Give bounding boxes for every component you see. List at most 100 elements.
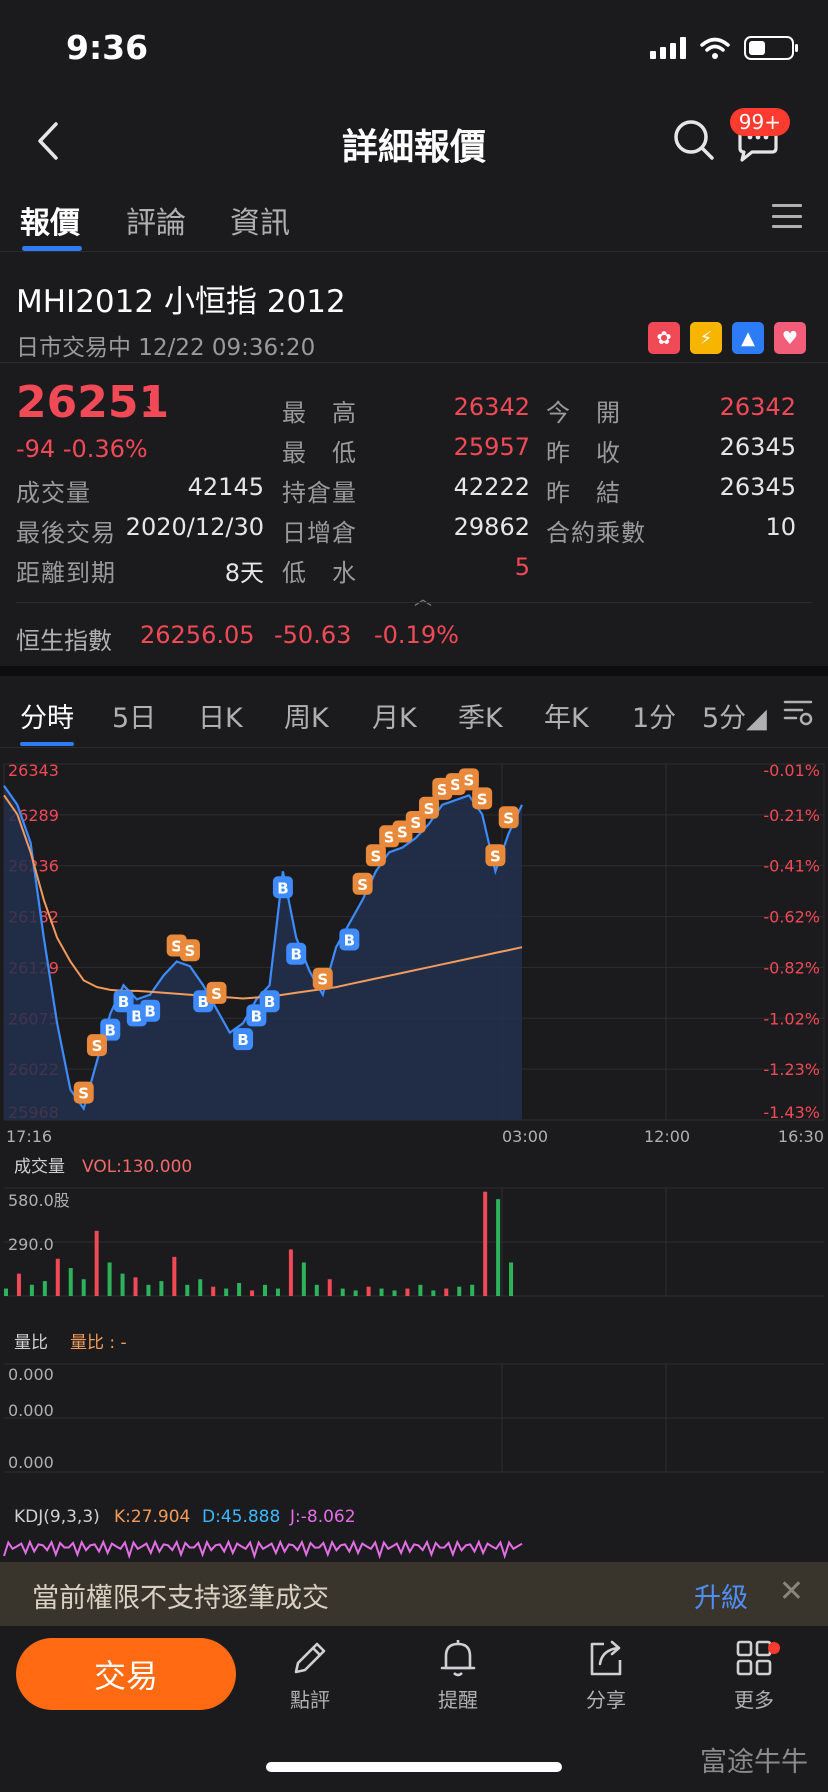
y-tick-right: -0.21% [763, 806, 820, 825]
sell-marker-text: S [357, 876, 368, 894]
notification-dot [768, 1642, 780, 1654]
heart-icon[interactable]: ♥ [774, 322, 806, 354]
chart-tab-weekly[interactable]: 周K [284, 703, 329, 734]
more-button[interactable]: 更多 [704, 1636, 804, 1713]
sell-marker-text: S [185, 942, 196, 960]
chart-tab-quarterly[interactable]: 季K [458, 703, 503, 734]
buy-marker-text: B [290, 946, 301, 964]
prev-settle-label: 昨 結 [546, 479, 621, 507]
tab-comments[interactable]: 評論 [126, 206, 186, 241]
buy-marker: B [286, 942, 307, 965]
volume-bar [431, 1290, 436, 1296]
volume-bar [353, 1290, 358, 1296]
tab-quote[interactable]: 報價 [20, 206, 80, 241]
share-label: 分享 [586, 1688, 626, 1712]
volume-bar [444, 1288, 449, 1296]
stock-header: MHI2012 小恒指 2012 日市交易中 12/22 09:36:20 ✿ … [0, 252, 828, 362]
volume-bar [55, 1258, 60, 1296]
volume-bar [379, 1288, 384, 1296]
index-name: 恒生指數 [16, 627, 112, 655]
buy-marker-text: B [118, 993, 129, 1011]
volume-bar [42, 1281, 47, 1296]
buy-marker-text: B [251, 1007, 262, 1025]
high-value: 26342 [453, 393, 530, 421]
message-badge: 99+ [729, 108, 790, 136]
discount-value: 5 [514, 553, 530, 581]
volume-value: 42145 [187, 473, 264, 501]
buy-marker-bg [100, 1018, 121, 1041]
bell-icon [440, 1640, 476, 1677]
volume-bar [275, 1288, 280, 1296]
sell-marker-text: S [384, 828, 395, 846]
volume-bar [224, 1288, 229, 1296]
sell-marker-text: S [171, 937, 182, 955]
sell-marker-bg [365, 844, 386, 867]
sell-marker-bg [312, 967, 333, 990]
close-icon[interactable]: ✕ [778, 1574, 804, 1609]
volume-bar [16, 1273, 21, 1296]
chart-settings-icon[interactable] [782, 696, 814, 728]
multiplier-label: 合約乘數 [546, 519, 646, 547]
volume-bar [81, 1279, 86, 1296]
buy-marker-text: B [277, 879, 288, 897]
sell-marker-text: S [424, 800, 435, 818]
nav-bar: 詳細報價 99+ [0, 96, 828, 188]
trade-button[interactable]: 交易 [16, 1638, 236, 1710]
sell-marker-text: S [397, 824, 408, 842]
upgrade-link[interactable]: 升級 [694, 1583, 748, 1614]
chart-tab-monthly[interactable]: 月K [372, 703, 417, 734]
search-icon[interactable] [670, 116, 718, 164]
buy-marker-text: B [198, 993, 209, 1011]
chart-tab-1min[interactable]: 1分 [632, 703, 677, 734]
back-icon[interactable] [26, 116, 76, 166]
buy-marker-bg [339, 928, 360, 951]
kdj-d: D:45.888 [202, 1507, 280, 1527]
volume-tick-mid: 290.0 [8, 1235, 54, 1254]
volume-bar [237, 1282, 242, 1296]
tab-news[interactable]: 資訊 [230, 206, 290, 241]
sell-marker-bg [485, 844, 506, 867]
volume-bar [107, 1262, 112, 1296]
buy-marker-text: B [105, 1022, 116, 1040]
prev-close-label: 昨 收 [546, 439, 621, 467]
volume-bar [185, 1284, 190, 1296]
volume-title: 成交量 [14, 1157, 65, 1177]
menu-icon[interactable] [772, 204, 802, 228]
sell-marker-text: S [370, 847, 381, 865]
volume-bar [340, 1288, 345, 1296]
alert-button[interactable]: 提醒 [408, 1636, 508, 1713]
y-tick-right: -1.02% [763, 1009, 820, 1028]
buy-marker-text: B [344, 931, 355, 949]
chart-tab-5min[interactable]: 5分◢ [702, 703, 767, 734]
ratio-tick-3: 0.000 [8, 1453, 54, 1472]
section-divider [0, 666, 828, 676]
kdj-k: K:27.904 [114, 1507, 190, 1527]
high-label: 最 高 [282, 399, 357, 427]
chart-tab-intraday[interactable]: 分時 [20, 703, 74, 734]
quote-panel: 26251 ⬇ -94 -0.36% 最 高 26342 最 低 25957 今… [0, 362, 828, 610]
volume-bar [211, 1286, 216, 1296]
collapse-caret-icon[interactable]: ︿ [414, 589, 432, 610]
volume-bar [250, 1290, 255, 1296]
buy-marker-bg [286, 942, 307, 965]
sell-marker-bg [206, 981, 227, 1004]
y-tick-right: -1.43% [763, 1103, 820, 1122]
chart-tab-5day[interactable]: 5日 [112, 703, 157, 734]
sell-marker-text: S [437, 781, 448, 799]
sell-marker-text: S [477, 790, 488, 808]
x-tick: 12:00 [644, 1127, 690, 1146]
chart-tab-daily[interactable]: 日K [198, 703, 243, 734]
share-button[interactable]: 分享 [556, 1636, 656, 1713]
sell-marker: S [73, 1081, 94, 1104]
comment-button[interactable]: 點評 [260, 1636, 360, 1713]
discount-row: 低 水 [282, 553, 357, 588]
volume-bar [4, 1288, 8, 1296]
sell-marker: S [86, 1034, 107, 1057]
intraday-chart[interactable]: 2634326289262362618226129260752602225968… [0, 748, 828, 1568]
chart-tab-yearly[interactable]: 年K [544, 703, 589, 734]
index-bar[interactable]: 恒生指數 26256.05 -50.63 -0.19% [16, 602, 812, 666]
sell-marker-bg [458, 768, 479, 791]
volume-tick-max: 580.0股 [8, 1191, 70, 1210]
chart-area[interactable]: 2634326289262362618226129260752602225968… [0, 748, 828, 1568]
volume-bar [470, 1284, 475, 1296]
